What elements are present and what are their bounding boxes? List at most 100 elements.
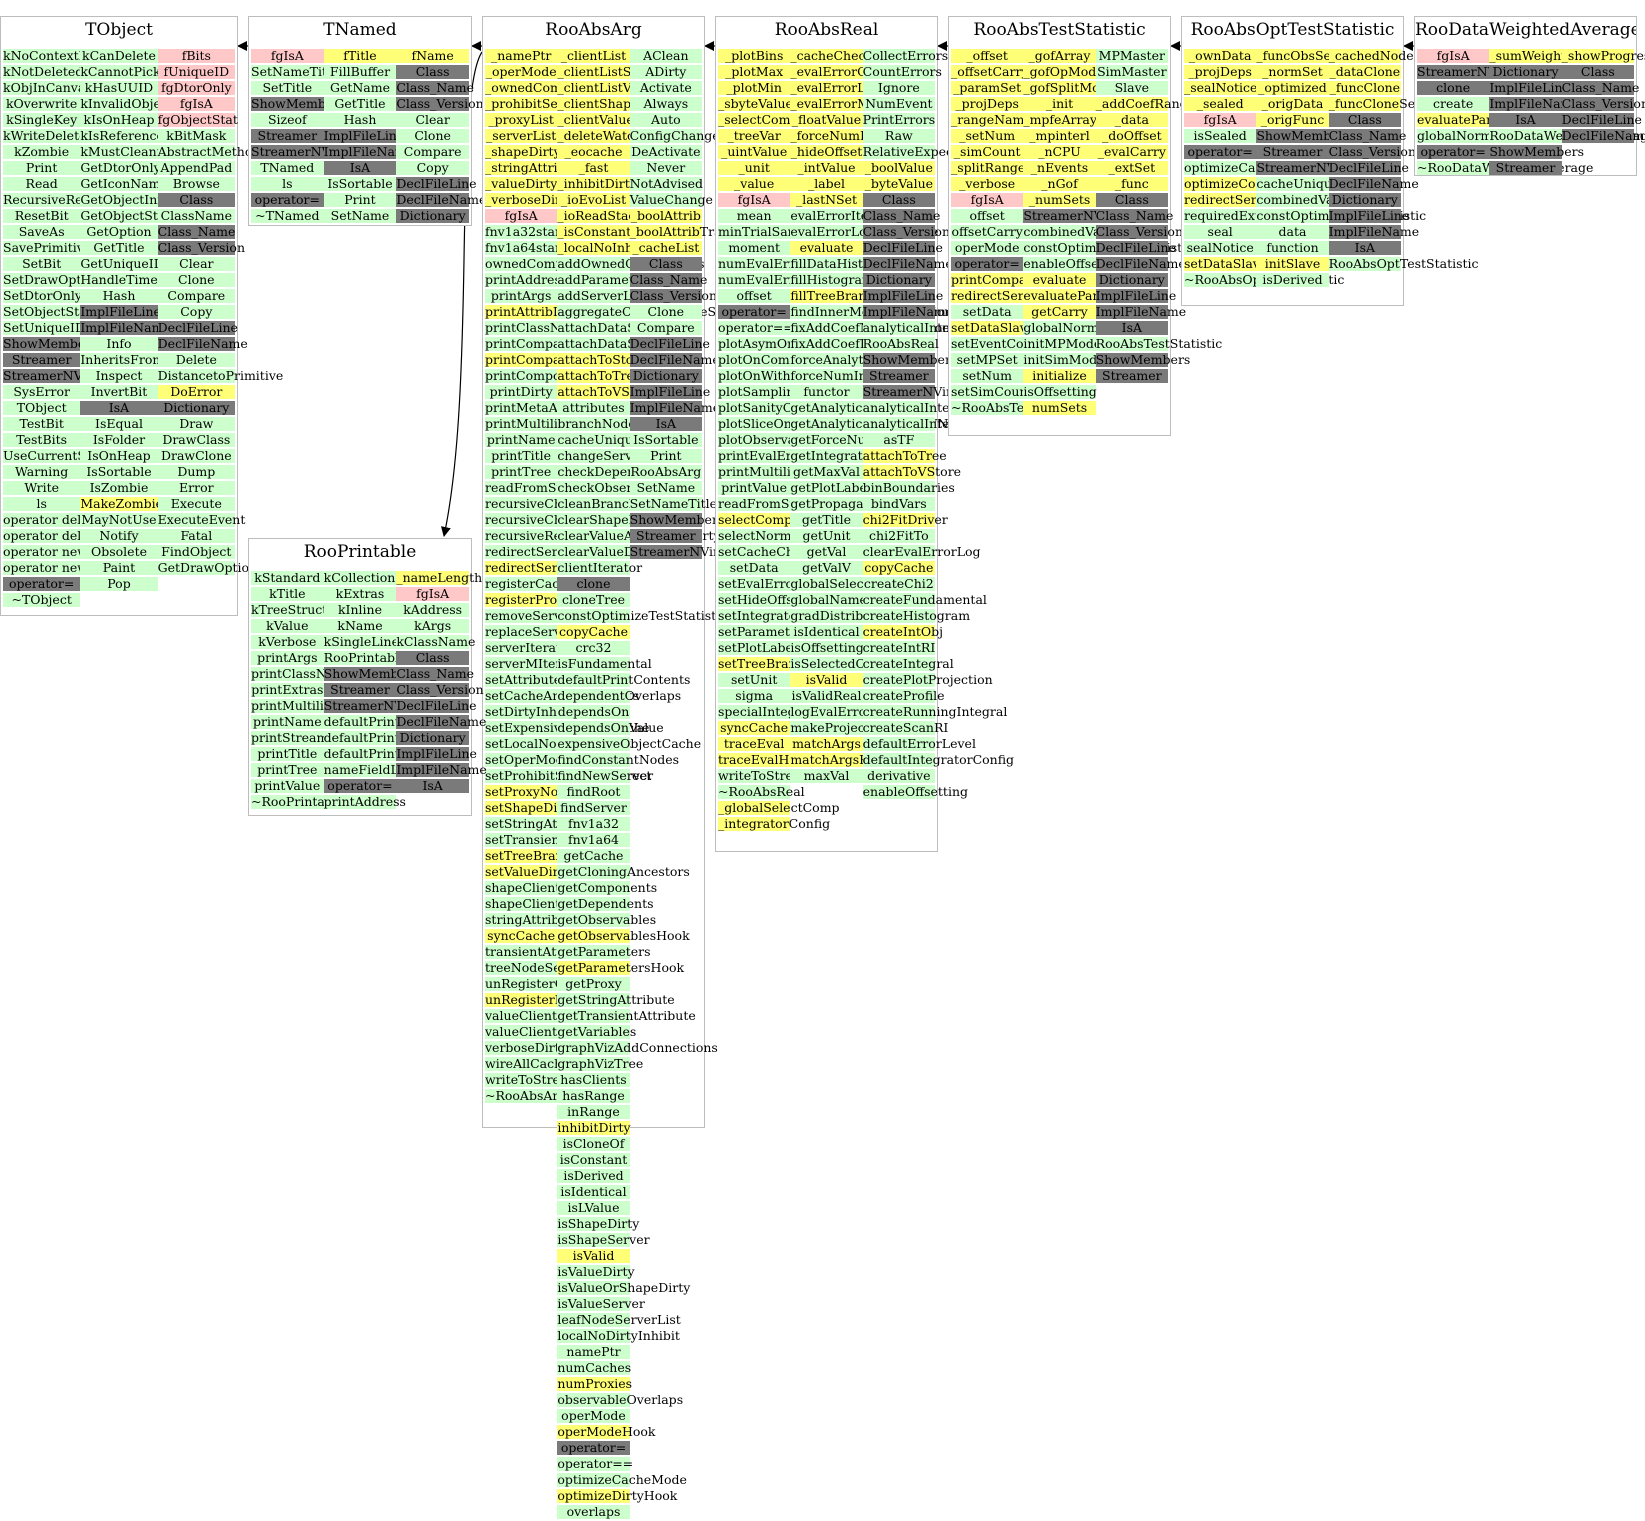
class-member: _ownedComponents	[485, 80, 613, 95]
class-member: seal	[1184, 225, 1257, 239]
class-members: fgIsA SetNameTitle SetTitle ShowMembers Size…	[249, 44, 486, 225]
class-member: printEvalErrors	[718, 448, 818, 463]
class-member: TestBit	[3, 417, 81, 431]
class-member: SetName	[629, 481, 702, 495]
class-member: transientAttributes	[485, 944, 607, 959]
class-member: kCollectionHeader	[323, 570, 443, 585]
member-column: fName Class Class_Name Class_Version Clear Cl…	[396, 49, 486, 225]
class-member: plotOnCompSelect	[718, 352, 838, 367]
class-member: crc32	[557, 641, 630, 655]
class-member: Class	[1328, 113, 1401, 127]
class-member: DeclFileLine	[1561, 112, 1642, 127]
class-member: fillHistogram	[790, 272, 874, 287]
class-member: printValue	[718, 481, 791, 495]
class-member: Class_Name	[396, 80, 475, 95]
class-member: observableOverlaps	[557, 1392, 684, 1407]
class-member: getCarry	[1023, 305, 1096, 319]
class-member: Fatal	[157, 529, 235, 543]
class-member: Write	[3, 481, 81, 495]
class-member: DeclFileLine	[396, 698, 477, 713]
class-member: DeclFileLine	[1328, 160, 1409, 175]
class-member: _nameLength	[396, 570, 483, 585]
class-member: IsA	[80, 401, 158, 415]
class-member: initSlave	[1256, 257, 1329, 271]
class-member: isValueOrShapeDirty	[557, 1280, 691, 1295]
class-member: getParametersHook	[557, 960, 685, 975]
class-member: _sumWeight	[1489, 48, 1567, 63]
class-member: fillTreeBranch	[790, 288, 882, 303]
class-member: _mpfeArray	[1023, 112, 1097, 127]
class-member: Clone	[157, 273, 235, 287]
class-member: registerProxy	[485, 592, 572, 607]
class-member: PrintErrors	[862, 112, 936, 127]
class-member: _addCoefRangeName	[1095, 96, 1233, 111]
class-member: shapeClientIterator	[485, 880, 610, 895]
class-member: nameFieldLength	[323, 762, 436, 777]
class-member: operator=	[3, 577, 81, 591]
class-members: _plotBins _plotMax _plotMin _sbyteValue _sel…	[716, 44, 1014, 833]
class-member: Dictionary	[1095, 273, 1168, 287]
class-member: fgIsA	[485, 209, 558, 223]
class-member: recursiveCheckObservables	[485, 513, 662, 527]
class-member: matchArgs	[790, 736, 863, 751]
class-member: createPlotProjection	[862, 672, 993, 687]
class-member: inRange	[557, 1105, 630, 1119]
class-member: offsetCarry	[951, 224, 1024, 239]
class-member: _gofArray	[1023, 49, 1096, 63]
class-member: IsA	[1489, 113, 1562, 127]
class-member: Draw	[157, 417, 235, 431]
class-member: _showProgress	[1561, 48, 1645, 63]
class-member: kValue	[251, 619, 324, 633]
class-member: stringAttributes	[485, 912, 587, 927]
class-member: Streamer	[251, 129, 324, 143]
class-member: selectComp	[718, 512, 793, 527]
class-member: Compare	[396, 145, 469, 159]
class-member: kBitMask	[157, 129, 235, 143]
class-member: Print	[3, 161, 81, 175]
class-member: Browse	[157, 177, 235, 191]
class-member: minTrialSamples	[718, 224, 826, 239]
class-member: MakeZombie	[80, 496, 164, 511]
class-member: ImplFileName	[862, 304, 954, 319]
class-member: createIntegral	[862, 656, 954, 671]
class-member: GetTitle	[323, 97, 397, 111]
class-member: optimizeCacheMode	[557, 1472, 687, 1487]
member-column: _plotBins _plotMax _plotMin _sbyteValue _sel…	[718, 49, 887, 833]
class-member: findInnerMostIntegration	[790, 305, 952, 319]
class-member: traceEvalHook	[718, 752, 813, 767]
class-member: Sizeof	[251, 113, 324, 127]
member-column: _showProgress ClassClass_NameClass_Versio…	[1561, 48, 1645, 177]
class-member: getVariables	[557, 1024, 637, 1039]
class-member: _floatValue	[790, 112, 863, 127]
class-member: IsEqual	[80, 417, 158, 431]
class-member: _plotMax	[718, 65, 791, 79]
class-member: RooAbsOptTestStatistic	[1328, 256, 1479, 271]
class-member: Class_Version	[862, 224, 950, 239]
class-member: Raw	[862, 129, 935, 143]
class-member: Execute	[157, 497, 235, 511]
class-member: ShowMembers	[1256, 128, 1352, 143]
class-member: StreamerNVirtual	[323, 698, 438, 713]
class-member: plotAsymOn	[718, 336, 796, 351]
class-member: _value	[718, 177, 791, 191]
class-member: RooDataWeightedAverage	[1489, 129, 1645, 143]
class-member: ls	[3, 497, 81, 511]
class-member: RooPrintable	[323, 650, 407, 665]
class-member: createFundamental	[862, 592, 987, 607]
class-member: ~RooAbsTestStatistic	[951, 400, 1089, 415]
class-member: ImplFileName	[323, 144, 415, 159]
class-member: findNewServer	[557, 768, 654, 783]
class-member: copyCache	[862, 560, 935, 575]
class-member: DeclFileLine	[157, 320, 238, 335]
class-member: setPlotLabel	[718, 640, 797, 655]
member-column: _namePtr_operMode_ownedComponents _prohib…	[485, 49, 662, 1521]
class-member: writeToStream	[718, 768, 813, 783]
class-member: _setNum	[951, 129, 1024, 143]
class-member: setTreeBranchStatus	[718, 656, 853, 671]
class-member: _uintValue	[718, 145, 791, 159]
class-member: isValueDirty	[557, 1264, 635, 1279]
class-members: kStandard kTitle kTreeStructure kValue kVerb…	[249, 566, 487, 811]
class-member: globalNormalization	[1023, 320, 1153, 335]
class-member: _init	[1023, 97, 1096, 111]
class-member: evalErrorLoggingMode	[790, 225, 938, 239]
